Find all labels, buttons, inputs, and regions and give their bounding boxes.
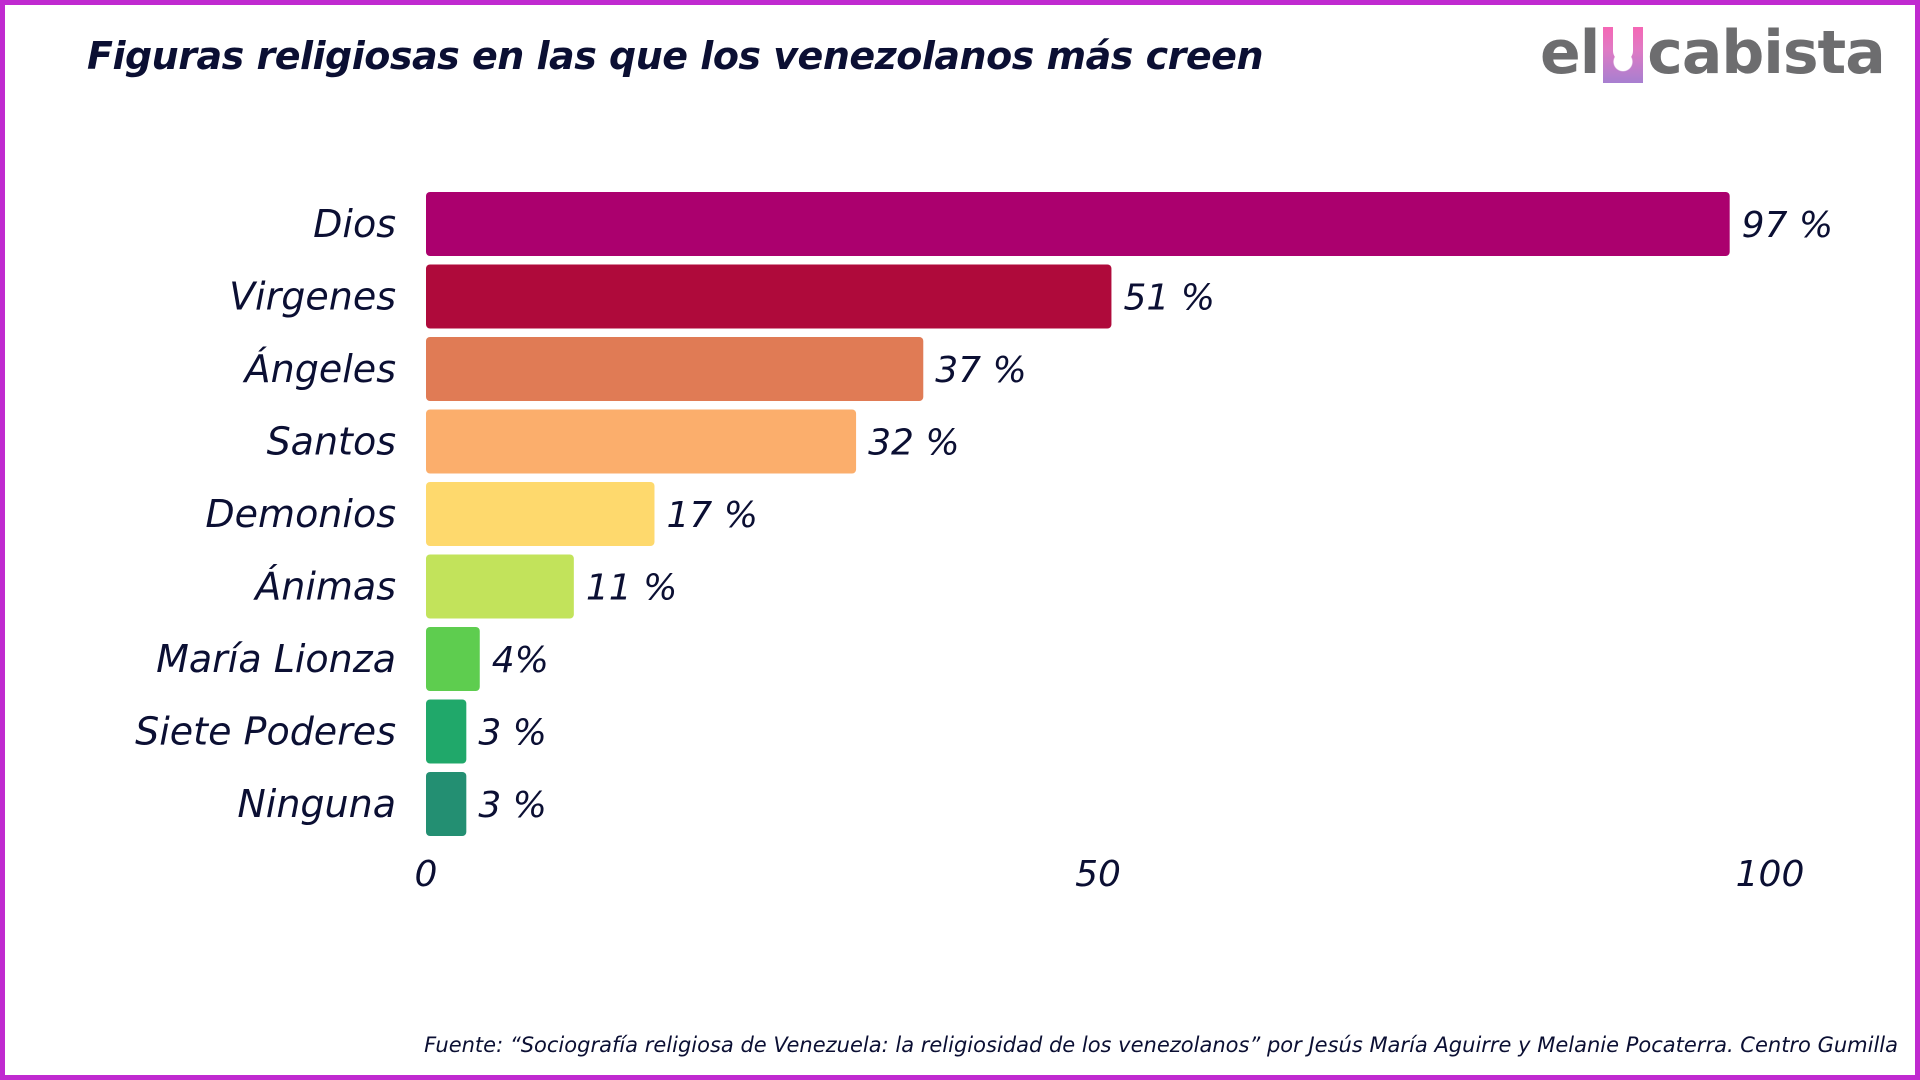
- x-tick-label: 100: [1736, 854, 1805, 895]
- value-label: 32 %: [868, 423, 959, 464]
- bar-5: [426, 554, 574, 619]
- brand-logo: el cabista: [1540, 18, 1886, 88]
- category-label: Virgenes: [229, 275, 396, 319]
- value-labels: 97 % 51 % 37 % 32 % 17 % 11 % 4% 3 % 3 %: [478, 205, 1833, 826]
- category-label: Ángeles: [242, 347, 396, 391]
- bar-6: [426, 627, 480, 691]
- bar-2: [426, 337, 924, 401]
- category-label: Demonios: [205, 492, 396, 536]
- value-label: 97 %: [1742, 205, 1833, 246]
- logo-text-el: el: [1540, 18, 1600, 88]
- bar-3: [426, 409, 857, 474]
- value-label: 3 %: [478, 713, 547, 754]
- x-axis-ticks: 0 50 100: [415, 854, 1805, 895]
- x-tick-label: 50: [1075, 854, 1121, 895]
- category-label: María Lionza: [156, 637, 396, 681]
- value-label: 3 %: [478, 785, 547, 826]
- logo-u-icon: [1603, 25, 1644, 83]
- category-label: Dios: [313, 202, 396, 246]
- value-label: 4%: [492, 640, 549, 681]
- category-label: Siete Poderes: [135, 710, 396, 754]
- x-tick-label: 0: [415, 854, 438, 895]
- value-label: 51 %: [1123, 278, 1214, 319]
- value-label: 17 %: [666, 495, 757, 536]
- category-labels: Dios Virgenes Ángeles Santos Demonios Ánimas M…: [135, 202, 396, 826]
- logo-text-cabista: cabista: [1647, 18, 1885, 88]
- bar-4: [426, 482, 655, 546]
- category-label: Santos: [267, 420, 396, 464]
- value-label: 11 %: [586, 568, 677, 609]
- source-note: Fuente: “Sociografía religiosa de Venezu…: [424, 1033, 1898, 1057]
- bar-0: [426, 192, 1730, 256]
- bar-7: [426, 699, 467, 764]
- bar-8: [426, 772, 467, 836]
- chart-title: Figuras religiosas en las que los venezo…: [87, 34, 1264, 78]
- category-label: Ninguna: [237, 782, 396, 826]
- bar-1: [426, 264, 1112, 329]
- category-label: Ánimas: [252, 565, 396, 609]
- bars-group: [426, 192, 1730, 836]
- value-label: 37 %: [935, 350, 1026, 391]
